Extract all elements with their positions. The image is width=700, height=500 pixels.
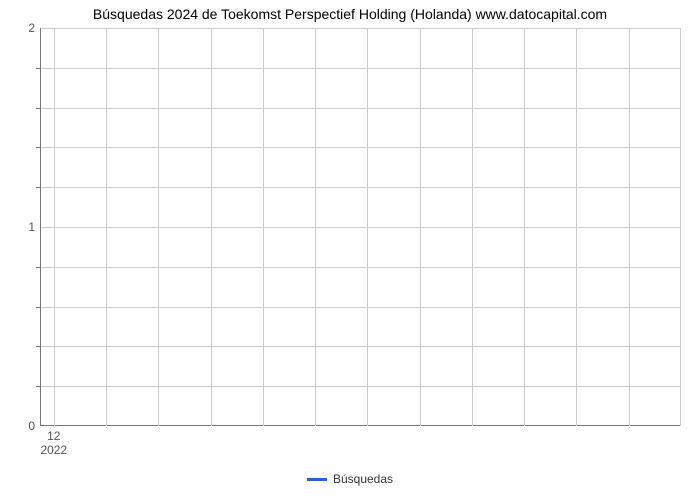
gridline-horizontal [41,386,681,387]
chart-title: Búsquedas 2024 de Toekomst Perspectief H… [0,6,700,22]
gridline-horizontal [41,267,681,268]
gridline-horizontal [41,28,681,29]
y-minor-tick [36,346,41,347]
x-tick-label: 12 [47,429,60,443]
gridline-vertical [211,28,212,426]
y-tick-label: 2 [28,21,35,35]
gridline-vertical [158,28,159,426]
gridline-vertical [367,28,368,426]
x-year-label: 2022 [40,443,67,457]
y-minor-tick [36,267,41,268]
legend-swatch [307,478,327,481]
y-minor-tick [36,307,41,308]
gridline-vertical [472,28,473,426]
gridline-horizontal [41,346,681,347]
legend-label: Búsquedas [333,472,393,486]
gridline-vertical [106,28,107,426]
y-minor-tick [36,108,41,109]
gridline-vertical [420,28,421,426]
y-tick-label: 1 [28,220,35,234]
gridline-horizontal [41,147,681,148]
y-minor-tick [36,147,41,148]
chart-legend: Búsquedas [0,472,700,486]
gridline-vertical [54,28,55,426]
gridline-vertical [680,28,681,426]
gridline-horizontal [41,307,681,308]
gridline-horizontal [41,227,681,228]
gridline-horizontal [41,108,681,109]
gridline-horizontal [41,187,681,188]
gridline-vertical [524,28,525,426]
y-minor-tick [36,386,41,387]
gridline-horizontal [41,68,681,69]
gridline-vertical [315,28,316,426]
y-minor-tick [36,68,41,69]
gridline-vertical [263,28,264,426]
gridline-vertical [576,28,577,426]
y-tick-label: 0 [28,419,35,433]
y-minor-tick [36,187,41,188]
gridline-vertical [629,28,630,426]
chart-plot-area: 012122022 [40,28,680,426]
